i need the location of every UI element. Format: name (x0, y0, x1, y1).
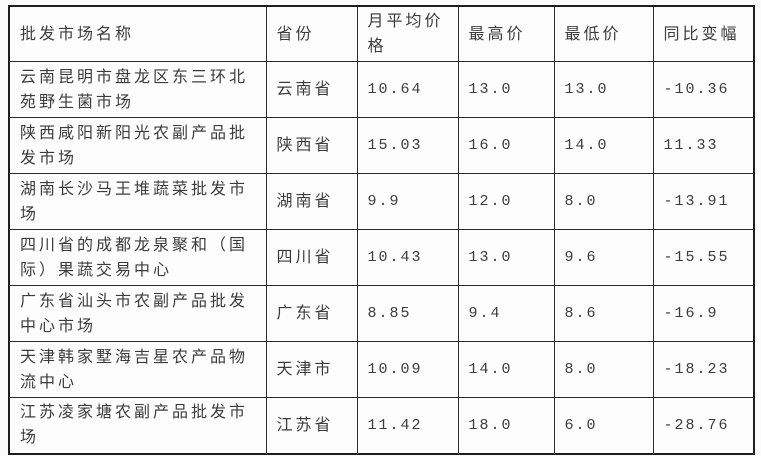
cell-market-name: 湖南长沙马王堆蔬菜批发市场 (8, 173, 267, 230)
cell-province: 四川省 (265, 229, 358, 286)
cell-max-price: 13.0 (457, 229, 555, 286)
table-row: 陕西咸阳新阳光农副产品批发市场 陕西省 15.03 16.0 14.0 11.3… (8, 117, 755, 174)
table-row: 江苏凌家塘农副产品批发市场 江苏省 11.42 18.0 6.0 -28.76 (8, 397, 755, 454)
cell-avg-price: 15.03 (356, 117, 459, 174)
table-row: 天津韩家墅海吉星农产品物流中心 天津市 10.09 14.0 8.0 -18.2… (8, 341, 755, 398)
cell-avg-price: 10.09 (356, 341, 459, 398)
cell-market-name: 云南昆明市盘龙区东三环北苑野生菌市场 (8, 61, 267, 118)
cell-yoy-change: -18.23 (652, 341, 755, 398)
cell-market-name: 广东省汕头市农副产品批发中心市场 (8, 285, 267, 342)
cell-min-price: 9.6 (553, 229, 654, 286)
cell-yoy-change: -15.55 (652, 229, 755, 286)
cell-min-price: 14.0 (553, 117, 654, 174)
header-row: 批发市场名称 省份 月平均价格 最高价 最低价 同比变幅 (8, 5, 755, 62)
page: { "style": { "border_color": "#1e1e1e", … (0, 5, 761, 456)
col-header-max-price: 最高价 (457, 5, 555, 62)
cell-min-price: 8.0 (553, 173, 654, 230)
cell-min-price: 6.0 (553, 397, 654, 454)
cell-yoy-change: -10.36 (652, 61, 755, 118)
cell-province: 天津市 (265, 341, 358, 398)
col-header-yoy-change: 同比变幅 (652, 5, 755, 62)
cell-yoy-change: -28.76 (652, 397, 755, 454)
cell-max-price: 9.4 (457, 285, 555, 342)
cell-province: 陕西省 (265, 117, 358, 174)
cell-yoy-change: -16.9 (652, 285, 755, 342)
table-row: 湖南长沙马王堆蔬菜批发市场 湖南省 9.9 12.0 8.0 -13.91 (8, 173, 755, 230)
table-row: 四川省的成都龙泉聚和（国际）果蔬交易中心 四川省 10.43 13.0 9.6 … (8, 229, 755, 286)
table-row: 广东省汕头市农副产品批发中心市场 广东省 8.85 9.4 8.6 -16.9 (8, 285, 755, 342)
col-header-market-name: 批发市场名称 (8, 5, 267, 62)
table-row: 云南昆明市盘龙区东三环北苑野生菌市场 云南省 10.64 13.0 13.0 -… (8, 61, 755, 118)
cell-market-name: 陕西咸阳新阳光农副产品批发市场 (8, 117, 267, 174)
cell-province: 江苏省 (265, 397, 358, 454)
cell-province: 云南省 (265, 61, 358, 118)
price-table: 批发市场名称 省份 月平均价格 最高价 最低价 同比变幅 云南昆明市盘龙区东三环… (8, 5, 755, 455)
cell-max-price: 14.0 (457, 341, 555, 398)
col-header-province: 省份 (265, 5, 358, 62)
cell-yoy-change: 11.33 (652, 117, 755, 174)
cell-min-price: 13.0 (553, 61, 654, 118)
cell-market-name: 四川省的成都龙泉聚和（国际）果蔬交易中心 (8, 229, 267, 286)
cell-avg-price: 8.85 (356, 285, 459, 342)
col-header-min-price: 最低价 (553, 5, 654, 62)
cell-province: 广东省 (265, 285, 358, 342)
cell-province: 湖南省 (265, 173, 358, 230)
cell-min-price: 8.6 (553, 285, 654, 342)
cell-avg-price: 10.64 (356, 61, 459, 118)
cell-max-price: 16.0 (457, 117, 555, 174)
cell-min-price: 8.0 (553, 341, 654, 398)
cell-max-price: 13.0 (457, 61, 555, 118)
cell-market-name: 江苏凌家塘农副产品批发市场 (8, 397, 267, 454)
cell-avg-price: 10.43 (356, 229, 459, 286)
cell-avg-price: 11.42 (356, 397, 459, 454)
cell-max-price: 18.0 (457, 397, 555, 454)
cell-yoy-change: -13.91 (652, 173, 755, 230)
cell-market-name: 天津韩家墅海吉星农产品物流中心 (8, 341, 267, 398)
cell-max-price: 12.0 (457, 173, 555, 230)
cell-avg-price: 9.9 (356, 173, 459, 230)
col-header-monthly-avg-price: 月平均价格 (356, 5, 459, 62)
